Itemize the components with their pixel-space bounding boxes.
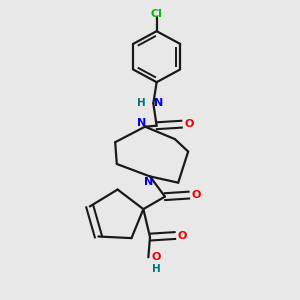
Text: O: O: [191, 190, 201, 200]
Text: Cl: Cl: [151, 9, 163, 19]
Text: H: H: [137, 98, 146, 108]
Text: N: N: [137, 118, 146, 128]
Text: N: N: [144, 177, 153, 187]
Text: O: O: [178, 230, 187, 241]
Text: N: N: [154, 98, 164, 108]
Text: O: O: [152, 252, 161, 262]
Text: H: H: [152, 264, 161, 274]
Text: O: O: [184, 119, 194, 129]
